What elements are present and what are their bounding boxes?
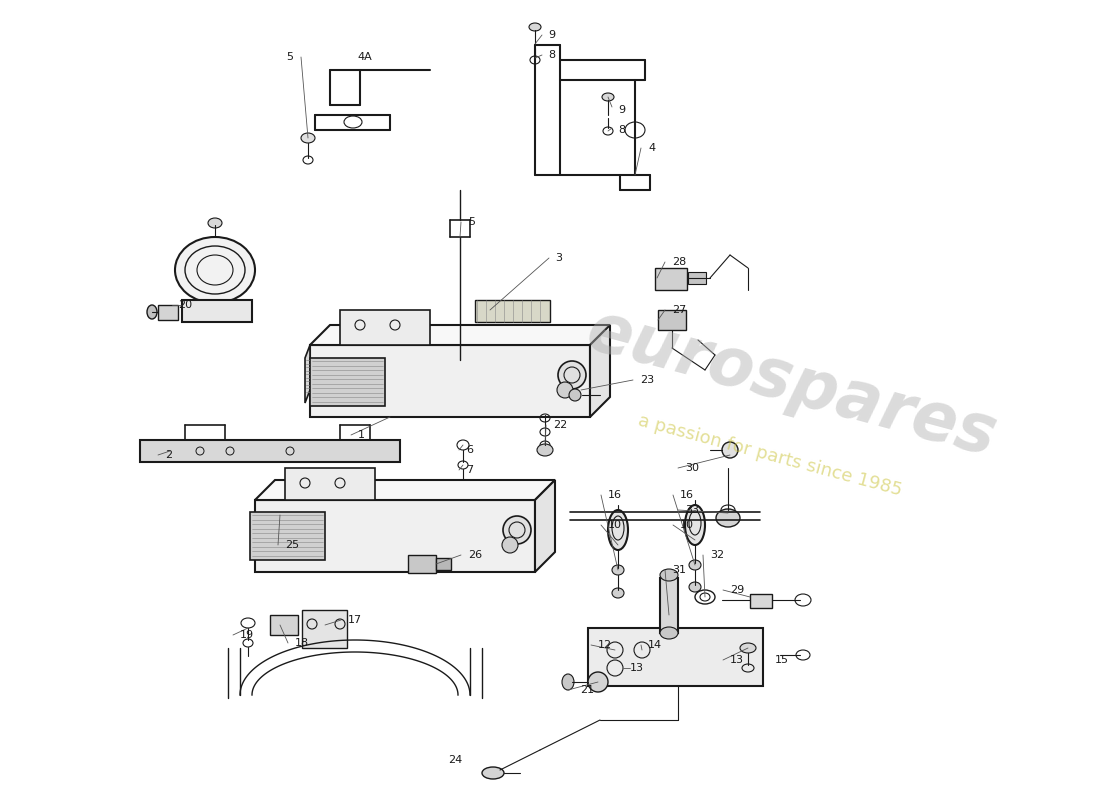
Polygon shape [590,325,610,417]
Text: 1: 1 [358,430,365,440]
Text: 25: 25 [285,540,299,550]
Text: 30: 30 [685,463,698,473]
Ellipse shape [660,569,678,581]
Bar [310,345,590,417]
Polygon shape [305,345,310,403]
Text: 7: 7 [466,465,473,475]
Text: 28: 28 [672,257,686,267]
Polygon shape [535,480,556,572]
Polygon shape [310,325,610,345]
Bar [310,358,385,406]
Text: 31: 31 [672,565,686,575]
Bar [340,310,430,345]
Bar [250,512,324,560]
Text: 21: 21 [580,685,594,695]
Bar [302,610,346,648]
Ellipse shape [612,565,624,575]
Ellipse shape [612,588,624,598]
Ellipse shape [608,510,628,550]
Text: 33: 33 [685,505,698,515]
Text: a passion for parts since 1985: a passion for parts since 1985 [636,412,904,500]
Text: 2: 2 [165,450,172,460]
Text: 9: 9 [618,105,625,115]
Ellipse shape [147,305,157,319]
Text: 14: 14 [648,640,662,650]
Text: 24: 24 [448,755,462,765]
Text: 15: 15 [776,655,789,665]
Bar [285,468,375,500]
Text: 16: 16 [608,490,622,500]
Ellipse shape [588,672,608,692]
Ellipse shape [301,133,315,143]
Bar [436,558,451,570]
Ellipse shape [602,93,614,101]
Ellipse shape [660,627,678,639]
Ellipse shape [569,389,581,401]
Ellipse shape [689,560,701,570]
Text: 23: 23 [640,375,654,385]
Text: 13: 13 [730,655,744,665]
Text: 9: 9 [548,30,556,40]
Text: 19: 19 [240,630,254,640]
Text: 6: 6 [466,445,473,455]
Ellipse shape [175,237,255,303]
Text: 13: 13 [630,663,644,673]
Text: 27: 27 [672,305,686,315]
Ellipse shape [557,382,573,398]
Text: eurospares: eurospares [580,298,1004,470]
Text: 4A: 4A [358,52,373,62]
Text: 10: 10 [680,520,694,530]
Text: 32: 32 [710,550,724,560]
Ellipse shape [716,509,740,527]
Bar [255,500,535,572]
Bar [182,300,252,322]
Text: 17: 17 [348,615,362,625]
Ellipse shape [689,582,701,592]
Bar [688,272,706,284]
Ellipse shape [740,643,756,653]
Bar [140,440,400,462]
Ellipse shape [537,444,553,456]
Ellipse shape [529,23,541,31]
Text: 5: 5 [468,217,475,227]
Text: 4: 4 [648,143,656,153]
Bar [750,594,772,608]
Ellipse shape [502,537,518,553]
Polygon shape [255,480,556,500]
Ellipse shape [482,767,504,779]
Ellipse shape [562,674,574,690]
Text: 8: 8 [618,125,625,135]
Ellipse shape [208,218,222,228]
Text: 10: 10 [608,520,622,530]
Ellipse shape [558,361,586,389]
Bar [270,615,298,635]
Text: 22: 22 [553,420,568,430]
Bar [658,310,686,330]
Bar [475,300,550,322]
Text: 8: 8 [548,50,556,60]
Text: 29: 29 [730,585,745,595]
Bar [660,578,678,633]
Ellipse shape [685,505,705,545]
Ellipse shape [722,442,738,458]
Text: 16: 16 [680,490,694,500]
Text: 3: 3 [556,253,562,263]
Bar [654,268,688,290]
Text: 26: 26 [468,550,482,560]
Text: 20: 20 [178,300,192,310]
Text: 18: 18 [295,638,309,648]
Bar [588,628,763,686]
Bar [408,555,436,573]
Bar [158,305,178,320]
Text: 12: 12 [598,640,612,650]
Text: 5: 5 [286,52,294,62]
Ellipse shape [503,516,531,544]
